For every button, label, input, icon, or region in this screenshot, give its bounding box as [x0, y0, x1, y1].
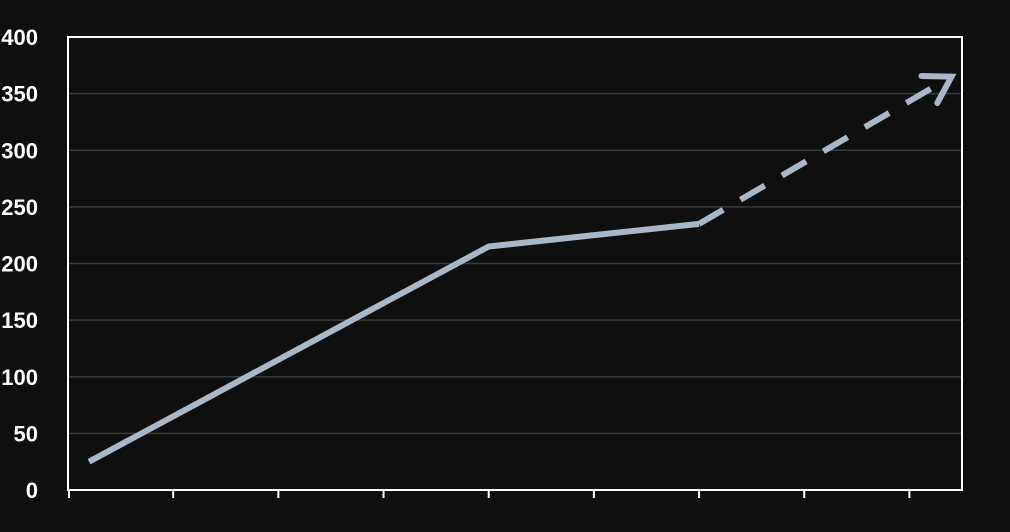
y-tick-label-150: 150 [1, 308, 38, 333]
x-axis-ticks [68, 490, 911, 498]
y-tick-label-100: 100 [1, 365, 38, 390]
series-lines [87, 72, 957, 465]
plot-frame [67, 36, 963, 491]
y-tick-label-400: 400 [1, 25, 38, 50]
arrow-head-icon [918, 72, 957, 107]
y-axis-tick-labels: 0 50 100 150 200 250 300 350 400 [1, 25, 38, 503]
y-tick-label-0: 0 [26, 478, 38, 503]
y-tick-label-200: 200 [1, 252, 38, 277]
y-tick-label-350: 350 [1, 82, 38, 107]
y-tick-label-250: 250 [1, 195, 38, 220]
y-tick-label-50: 50 [14, 421, 38, 446]
series-line-dashed [697, 74, 953, 227]
y-tick-label-300: 300 [1, 138, 38, 163]
gridlines [68, 92, 962, 435]
